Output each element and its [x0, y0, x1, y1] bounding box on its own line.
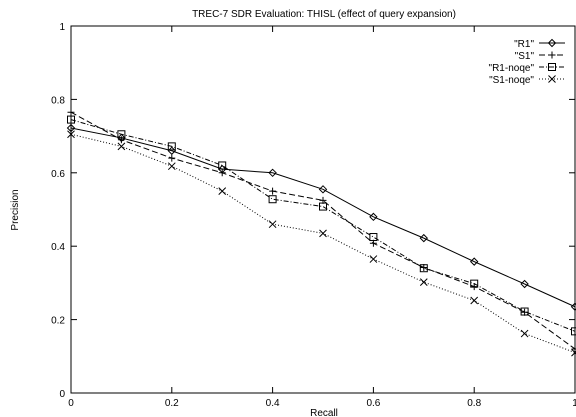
legend-entry: "R1": [514, 38, 565, 50]
cross-marker: [548, 75, 556, 83]
legend-entry: "S1-noqe": [489, 75, 565, 86]
y-tick-label: 1: [59, 22, 65, 33]
x-tick-label: 0.4: [266, 398, 280, 409]
square-marker: [117, 130, 126, 139]
series-line: [70, 119, 576, 332]
square-marker: [520, 307, 529, 316]
square-marker: [268, 195, 277, 204]
legend-entry: "S1": [515, 51, 565, 62]
cross-marker: [268, 220, 277, 229]
axes: 0 0.2 0.4 0.6 0.8 1 0 0.2 0.4 0.6 0.8 1: [51, 22, 576, 409]
series-line: [70, 111, 576, 350]
cross-marker: [369, 255, 378, 263]
plus-marker: [269, 187, 277, 195]
cross-marker: [520, 329, 529, 338]
cross-marker: [419, 278, 428, 287]
legend-label: "S1-noqe": [489, 75, 534, 86]
cross-marker: [470, 296, 479, 305]
diamond-marker: [66, 123, 76, 133]
legend: "R1""S1""R1-noqe""S1-noqe": [489, 38, 565, 86]
x-tick-label: 0.2: [165, 398, 179, 409]
plus-marker: [548, 51, 556, 59]
square-marker: [571, 327, 576, 336]
x-axis-label: Recall: [310, 408, 338, 417]
y-tick-label: 0: [59, 389, 65, 400]
series-3: [67, 115, 576, 336]
y-tick-label: 0.2: [51, 316, 65, 327]
y-axis-label: Precision: [10, 189, 21, 230]
diamond-marker: [520, 279, 529, 289]
y-tick-label: 0.8: [51, 95, 65, 106]
legend-entry: "R1-noqe": [489, 63, 565, 74]
square-marker: [218, 161, 227, 170]
diamond-marker: [318, 185, 328, 194]
series-4: [67, 130, 576, 357]
x-tick-label: 0.6: [366, 398, 380, 409]
legend-label: "R1-noqe": [489, 63, 535, 74]
x-tick-label: 0.8: [467, 398, 481, 409]
diamond-marker: [268, 168, 277, 178]
series-1: [66, 123, 576, 311]
plus-marker: [571, 345, 576, 353]
square-marker: [67, 115, 75, 124]
plus-marker: [470, 283, 478, 291]
y-tick-label: 0.4: [51, 242, 65, 253]
plot-frame: [70, 25, 576, 394]
cross-marker: [218, 187, 227, 196]
diamond-marker: [469, 257, 479, 266]
series-line: [70, 127, 576, 308]
square-marker: [369, 233, 378, 242]
square-marker: [548, 63, 556, 71]
series-layer: [66, 108, 576, 357]
series-2: [67, 108, 576, 353]
cross-marker: [117, 142, 126, 151]
diamond-marker: [570, 302, 576, 311]
square-marker: [419, 264, 428, 273]
diamond-marker: [369, 212, 378, 222]
diamond-marker: [419, 233, 429, 243]
cross-marker: [67, 130, 75, 139]
x-tick-label: 1: [572, 398, 576, 409]
cross-marker: [167, 162, 176, 171]
x-tick-label: 0: [68, 398, 74, 409]
square-marker: [167, 142, 176, 151]
square-marker: [470, 279, 479, 288]
plus-marker: [168, 154, 176, 162]
plus-marker: [67, 108, 75, 116]
plus-marker: [218, 169, 226, 177]
cross-marker: [571, 348, 576, 357]
legend-label: "R1": [514, 39, 534, 50]
diamond-marker: [547, 38, 557, 48]
series-line: [70, 133, 576, 354]
cross-marker: [319, 229, 327, 238]
y-tick-label: 0.6: [51, 169, 65, 180]
legend-label: "S1": [515, 51, 535, 62]
square-marker: [319, 202, 327, 211]
chart-title: TREC-7 SDR Evaluation: THISL (effect of …: [192, 9, 456, 20]
